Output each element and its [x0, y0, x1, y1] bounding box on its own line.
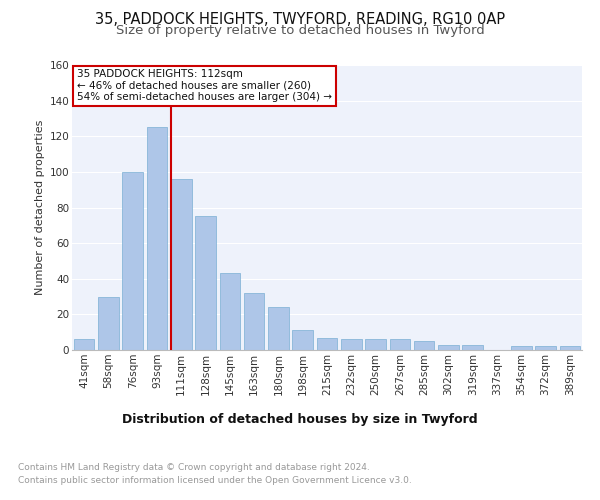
- Bar: [535, 346, 556, 350]
- Bar: [220, 274, 240, 350]
- Bar: [292, 330, 313, 350]
- Text: 35, PADDOCK HEIGHTS, TWYFORD, READING, RG10 0AP: 35, PADDOCK HEIGHTS, TWYFORD, READING, R…: [95, 12, 505, 28]
- Bar: [438, 344, 459, 350]
- Bar: [268, 307, 289, 350]
- Text: 35 PADDOCK HEIGHTS: 112sqm
← 46% of detached houses are smaller (260)
54% of sem: 35 PADDOCK HEIGHTS: 112sqm ← 46% of deta…: [77, 70, 332, 102]
- Bar: [560, 346, 580, 350]
- Bar: [365, 340, 386, 350]
- Bar: [74, 340, 94, 350]
- Bar: [317, 338, 337, 350]
- Text: Contains HM Land Registry data © Crown copyright and database right 2024.: Contains HM Land Registry data © Crown c…: [18, 462, 370, 471]
- Text: Size of property relative to detached houses in Twyford: Size of property relative to detached ho…: [116, 24, 484, 37]
- Bar: [463, 344, 483, 350]
- Text: Distribution of detached houses by size in Twyford: Distribution of detached houses by size …: [122, 412, 478, 426]
- Bar: [122, 172, 143, 350]
- Y-axis label: Number of detached properties: Number of detached properties: [35, 120, 46, 295]
- Bar: [195, 216, 216, 350]
- Bar: [98, 296, 119, 350]
- Bar: [171, 179, 191, 350]
- Bar: [244, 293, 265, 350]
- Bar: [414, 341, 434, 350]
- Bar: [146, 128, 167, 350]
- Bar: [511, 346, 532, 350]
- Bar: [341, 340, 362, 350]
- Bar: [389, 340, 410, 350]
- Text: Contains public sector information licensed under the Open Government Licence v3: Contains public sector information licen…: [18, 476, 412, 485]
